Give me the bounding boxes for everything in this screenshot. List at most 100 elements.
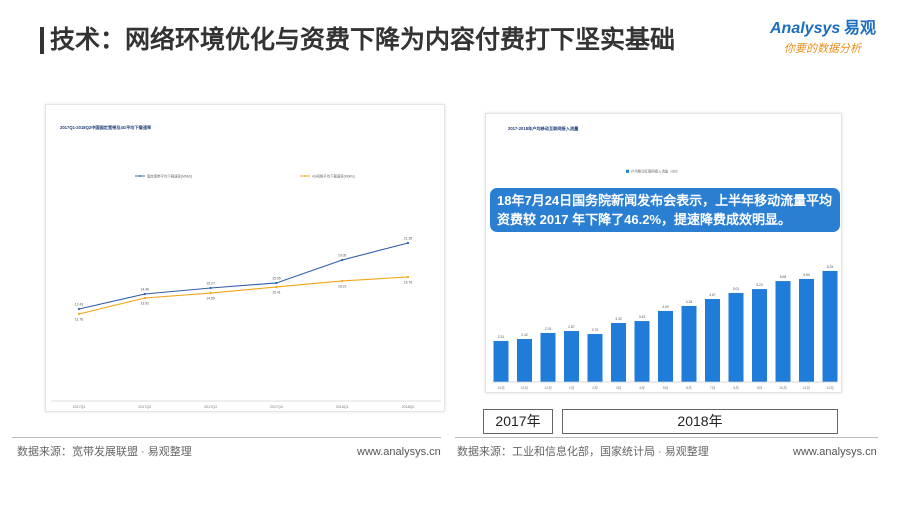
bar-0 [493, 340, 509, 382]
bar-12 [775, 281, 791, 382]
x-tick-label: 10月 [779, 385, 787, 390]
line-chart-title: 2017Q1-2018Q2中国固定宽带及4G平均下载速率 [60, 124, 152, 131]
bar-value-label-12: 5.68 [780, 275, 787, 279]
data-point-0-2 [209, 286, 212, 290]
x-tick-label: 11月 [521, 385, 528, 390]
data-point-1-1 [143, 296, 146, 300]
website-url-right: www.analysys.cn [793, 446, 877, 458]
x-tick-label: 2017Q4 [270, 405, 283, 409]
bar-value-label-13: 5.80 [803, 273, 810, 277]
year-label-2018: 2018年 [562, 409, 838, 434]
data-label-1-5: 16.76 [404, 280, 413, 284]
website-url-left: www.analysys.cn [357, 446, 441, 458]
bar-value-label-2: 2.76 [545, 327, 552, 331]
bar-value-label-11: 5.23 [756, 283, 763, 287]
data-point-1-3 [275, 285, 278, 289]
data-label-1-3: 15.41 [272, 290, 281, 294]
bar-10 [728, 292, 744, 382]
title-accent-bar [40, 27, 44, 54]
bar-5 [611, 323, 626, 382]
legend-swatch-bar [626, 169, 629, 173]
callout-box: 18年7月24日国务院新闻发布会表示，上半年移动流量平均 资费较 2017 年下… [490, 188, 840, 232]
data-label-0-5: 21.35 [404, 237, 413, 241]
x-tick-label: 2018Q2 [402, 405, 415, 409]
x-tick-label: 8月 [733, 385, 739, 390]
data-label-0-4: 19.05 [338, 254, 347, 258]
data-label-0-2: 15.27 [206, 282, 215, 286]
bar-14 [822, 270, 838, 382]
bar-value-label-10: 5.01 [733, 287, 740, 291]
data-point-1-0 [77, 312, 81, 316]
x-tick-label: 10月 [497, 385, 505, 390]
data-label-1-1: 13.92 [141, 301, 150, 305]
bar-value-label-9: 4.67 [709, 293, 716, 297]
bar-chart-card: 2017-2018年户均移动互联网接入流量户均移动互联网接入流量（GB） 2.31… [485, 113, 842, 393]
data-label-0-0: 12.43 [75, 303, 84, 307]
x-tick-label: 7月 [710, 385, 716, 390]
bar-2 [540, 332, 556, 382]
bar-chart-title: 2017-2018年户均移动互联网接入流量 [508, 125, 579, 132]
bar-value-label-14: 6.25 [827, 265, 834, 269]
page-title: 技术：网络环境优化与资费下降为内容付费打下坚实基础 [50, 26, 676, 54]
x-tick-label: 4月 [639, 385, 645, 390]
bar-13 [799, 278, 814, 382]
legend-label-bar: 户均移动互联网接入流量（GB） [631, 169, 680, 174]
legend-label-0: 固定宽带平均下载速率(Mbit/s) [147, 173, 192, 178]
callout-line-1: 18年7月24日国务院新闻发布会表示，上半年移动流量平均 [497, 193, 833, 208]
source-note-left: 数据来源：宽带发展联盟 · 易观整理 [17, 446, 192, 458]
line-chart: 2017Q1-2018Q2中国固定宽带及4G平均下载速率 2017Q1 2017Q2… [51, 124, 441, 409]
data-label-0-1: 14.46 [141, 287, 150, 291]
data-point-0-0 [77, 307, 81, 311]
bar-value-label-8: 4.28 [686, 300, 693, 304]
x-tick-label: 12月 [544, 385, 552, 390]
source-note-right: 数据来源：工业和信息化部，国家统计局 · 易观整理 [457, 446, 709, 458]
bar-6 [634, 321, 650, 382]
x-tick-label: 6月 [686, 385, 692, 390]
bar-1 [517, 338, 532, 382]
logo-brand-cn-text: 易观 [844, 20, 877, 37]
bar-3 [564, 331, 579, 382]
bar-4 [587, 334, 603, 382]
bar-value-label-0: 2.31 [498, 335, 505, 339]
analysys-logo: Analysys 易观 你要的数据分析 [770, 19, 884, 61]
x-tick-label: 2017Q1 [73, 405, 86, 409]
line-chart-card: 2017Q1-2018Q2中国固定宽带及4G平均下载速率 2017Q1 2017Q2… [45, 104, 445, 412]
x-tick-label: 1月 [569, 385, 575, 390]
callout-line-2: 资费较 2017 年下降了46.2%，提速降费成效明显。 [497, 212, 792, 227]
series-line-0 [78, 242, 409, 310]
bar-9 [705, 299, 720, 382]
x-tick-label: 5月 [663, 385, 669, 390]
data-label-1-4: 16.22 [338, 284, 347, 288]
bar-8 [681, 305, 697, 382]
x-tick-label: 2017Q2 [138, 405, 151, 409]
data-point-1-2 [209, 291, 212, 295]
x-tick-label: 11月 [803, 385, 810, 390]
bar-7 [658, 310, 673, 382]
legend-label-1: 4G网络平均下载速率(Mbit/s) [312, 173, 355, 178]
data-label-1-0: 11.76 [75, 317, 83, 321]
x-tick-label: 12月 [826, 385, 834, 390]
bar-value-label-1: 2.42 [521, 333, 528, 337]
bar-11 [752, 289, 767, 382]
bar-value-label-3: 2.87 [568, 325, 575, 329]
legend-marker-1 [304, 175, 306, 177]
x-tick-label: 2月 [592, 385, 598, 390]
series-line-1 [78, 276, 409, 315]
data-point-1-5 [406, 275, 410, 279]
data-point-1-4 [341, 279, 344, 283]
bar-value-label-7: 4.00 [662, 305, 669, 309]
data-point-0-4 [341, 258, 344, 262]
bar-value-label-4: 2.70 [592, 328, 599, 332]
bar-value-label-6: 3.43 [639, 315, 646, 319]
x-tick-label: 9月 [757, 385, 763, 390]
footer-divider-left [12, 437, 441, 438]
data-point-0-5 [406, 241, 410, 245]
logo-tagline: 你要的数据分析 [784, 43, 861, 55]
legend-marker-0 [139, 175, 141, 177]
logo-brand-text: Analysys [770, 20, 841, 37]
x-tick-label: 2018Q1 [336, 405, 349, 409]
year-label-2017: 2017年 [483, 409, 553, 434]
footer-divider-right [455, 437, 878, 438]
